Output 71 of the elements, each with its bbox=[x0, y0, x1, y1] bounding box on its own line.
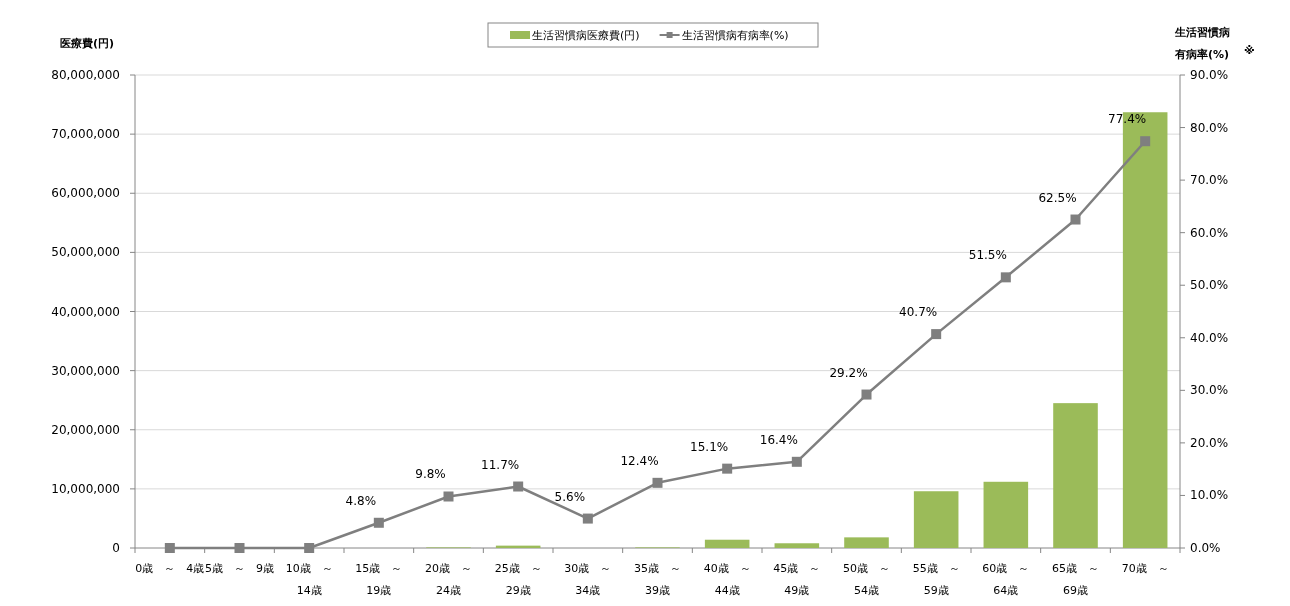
data-label: 40.7% bbox=[899, 305, 938, 320]
data-label: 29.2% bbox=[829, 365, 868, 380]
y-tick-label: 40,000,000 bbox=[51, 304, 120, 319]
y-tick-label: 0 bbox=[112, 541, 120, 555]
legend-label: 生活習慣病医療費(円) bbox=[532, 29, 640, 42]
y2-tick-label: 50.0% bbox=[1190, 278, 1229, 293]
point bbox=[164, 543, 175, 553]
y2-tick-label: 40.0% bbox=[1190, 330, 1229, 345]
data-label: 9.8% bbox=[415, 467, 446, 482]
point bbox=[1000, 272, 1011, 283]
point bbox=[234, 543, 245, 553]
x-tick-label: 15歳 ～ 19歳 bbox=[355, 562, 403, 597]
x-tick-label: 40歳 ～ 44歳 bbox=[703, 562, 751, 597]
point bbox=[722, 463, 733, 474]
y-tick-label: 60,000,000 bbox=[51, 186, 120, 201]
x-tick-label: 35歳 ～ 39歳 bbox=[634, 562, 681, 597]
x-tick-label: 60歳 ～ 64歳 bbox=[982, 562, 1030, 597]
data-label: 62.5% bbox=[1038, 190, 1077, 205]
y2-tick-label: 10.0% bbox=[1190, 488, 1229, 503]
y2-tick-label: 80.0% bbox=[1190, 120, 1229, 135]
x-tick-label: 20歳 ～ 24歳 bbox=[425, 562, 472, 597]
bar bbox=[844, 537, 889, 548]
bar bbox=[704, 539, 750, 548]
y-tick-label: 30,000,000 bbox=[51, 363, 120, 378]
data-label: 51.5% bbox=[968, 248, 1007, 263]
y2-tick-label: 60.0% bbox=[1190, 225, 1229, 240]
y-tick-label: 80,000,000 bbox=[51, 68, 120, 82]
point bbox=[652, 477, 663, 488]
bar bbox=[913, 491, 959, 548]
y-axis-title: 医療費(円) bbox=[60, 36, 115, 51]
data-label: 5.6% bbox=[554, 489, 586, 504]
y-tick-label: 70,000,000 bbox=[51, 127, 120, 142]
y2-axis-title: 生活習慣病有病率(%) bbox=[1175, 25, 1231, 63]
y-tick-label: 20,000,000 bbox=[51, 422, 120, 437]
text: ※ bbox=[1244, 44, 1255, 57]
point bbox=[861, 389, 872, 400]
point bbox=[304, 543, 315, 553]
point bbox=[373, 517, 384, 528]
x-tick-label: 30歳 ～ 34歳 bbox=[564, 562, 612, 597]
y-tick-label: 50,000,000 bbox=[51, 245, 120, 260]
y2-tick-label: 0.0% bbox=[1190, 541, 1221, 555]
bar bbox=[774, 543, 820, 548]
bar bbox=[1053, 403, 1098, 548]
point bbox=[582, 513, 593, 524]
data-label: 15.1% bbox=[690, 439, 729, 454]
y2-tick-label: 30.0% bbox=[1190, 383, 1229, 398]
bar bbox=[983, 481, 1029, 548]
y2-tick-label: 90.0% bbox=[1190, 68, 1229, 82]
data-label: 16.4% bbox=[759, 432, 798, 447]
y2-tick-label: 70.0% bbox=[1190, 173, 1229, 188]
x-tick-label: 50歳 ～ 54歳 bbox=[843, 562, 890, 597]
legend-label: 生活習慣病有病率(%) bbox=[681, 29, 789, 42]
x-tick-label: 65歳 ～ 69歳 bbox=[1052, 562, 1099, 597]
point bbox=[931, 329, 942, 340]
point bbox=[513, 481, 524, 492]
x-tick-label: 25歳 ～ 29歳 bbox=[494, 562, 542, 597]
point bbox=[1070, 214, 1081, 225]
point bbox=[443, 491, 454, 502]
data-label: 4.8% bbox=[345, 493, 377, 508]
x-tick-label: 5歳 ～ 9歳 bbox=[205, 562, 274, 575]
point bbox=[791, 456, 802, 467]
point bbox=[1140, 136, 1151, 147]
y-tick-label: 10,000,000 bbox=[51, 481, 120, 496]
x-tick-label: 55歳 ～ 59歳 bbox=[912, 562, 960, 597]
x-tick-label: 70歳 ～ bbox=[1121, 562, 1169, 575]
y2-tick-label: 20.0% bbox=[1190, 435, 1229, 450]
x-tick-label: 45歳 ～ 49歳 bbox=[773, 562, 821, 597]
x-tick-label: 0歳 ～ 4歳 bbox=[135, 562, 205, 575]
x-tick-label: 10歳 ～ 14歳 bbox=[285, 562, 333, 597]
data-label: 11.7% bbox=[481, 457, 520, 472]
data-label: 12.4% bbox=[620, 453, 659, 468]
